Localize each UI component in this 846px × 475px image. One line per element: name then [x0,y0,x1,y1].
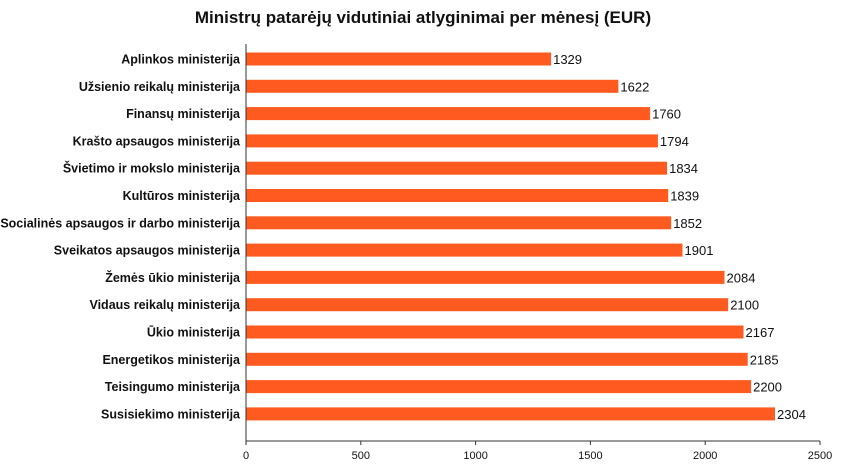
category-label: Susisiekimo ministerija [101,407,241,421]
category-label: Finansų ministerija [126,107,241,121]
category-label: Užsienio reikalų ministerija [79,80,241,94]
category-label: Aplinkos ministerija [121,53,241,67]
x-axis: 0 500 1000 1500 2000 2500 [243,44,832,462]
x-tick-label: 2000 [693,450,717,462]
data-label: 1834 [669,161,698,176]
category-label: Krašto apsaugos ministerija [73,134,241,148]
data-label: 2084 [727,270,756,285]
bar [246,189,669,202]
data-label: 1901 [685,243,714,258]
data-label: 1852 [673,216,702,231]
bar [246,380,752,394]
data-label: 1760 [652,107,681,122]
bar [246,298,729,312]
data-label: 2185 [750,352,779,367]
category-label: Socialinės apsaugos ir darbo ministerija [0,216,241,230]
data-label: 2100 [730,298,759,313]
category-label: Ūkio ministerija [147,326,241,340]
category-label: Kultūros ministerija [123,189,241,203]
category-labels: Aplinkos ministerija Užsienio reikalų min… [0,53,241,422]
bar [246,79,619,93]
data-label: 1794 [660,134,689,149]
category-label: Sveikatos apsaugos ministerija [54,244,241,258]
bar [246,270,725,284]
data-label: 1329 [553,52,582,67]
category-label: Švietimo ir mokslo ministerija [63,161,241,176]
x-tick-label: 0 [243,450,249,462]
category-label: Teisingumo ministerija [105,380,241,394]
data-label: 1839 [670,189,699,204]
x-tick-label: 1000 [463,450,487,462]
data-label: 1622 [620,79,649,94]
chart-title: Ministrų patarėjų vidutiniai atlyginimai… [194,8,652,27]
x-tick-label: 2500 [808,450,832,462]
category-label: Žemės ūkio ministerija [105,270,241,285]
x-tick-label: 1500 [578,450,602,462]
category-label: Vidaus reikalų ministerija [89,298,241,312]
bar [246,161,668,175]
bar [246,325,744,339]
bar [246,243,683,257]
bar [246,52,552,66]
x-tick-label: 500 [352,450,370,462]
bar [246,407,775,421]
bar [246,352,748,366]
bar [246,107,651,121]
bar [246,216,672,230]
category-label: Energetikos ministerija [102,353,241,367]
bars-group [246,52,775,421]
data-label: 2167 [746,325,775,340]
bar [246,134,658,148]
data-label: 2200 [753,380,782,395]
data-label: 2304 [777,407,806,422]
